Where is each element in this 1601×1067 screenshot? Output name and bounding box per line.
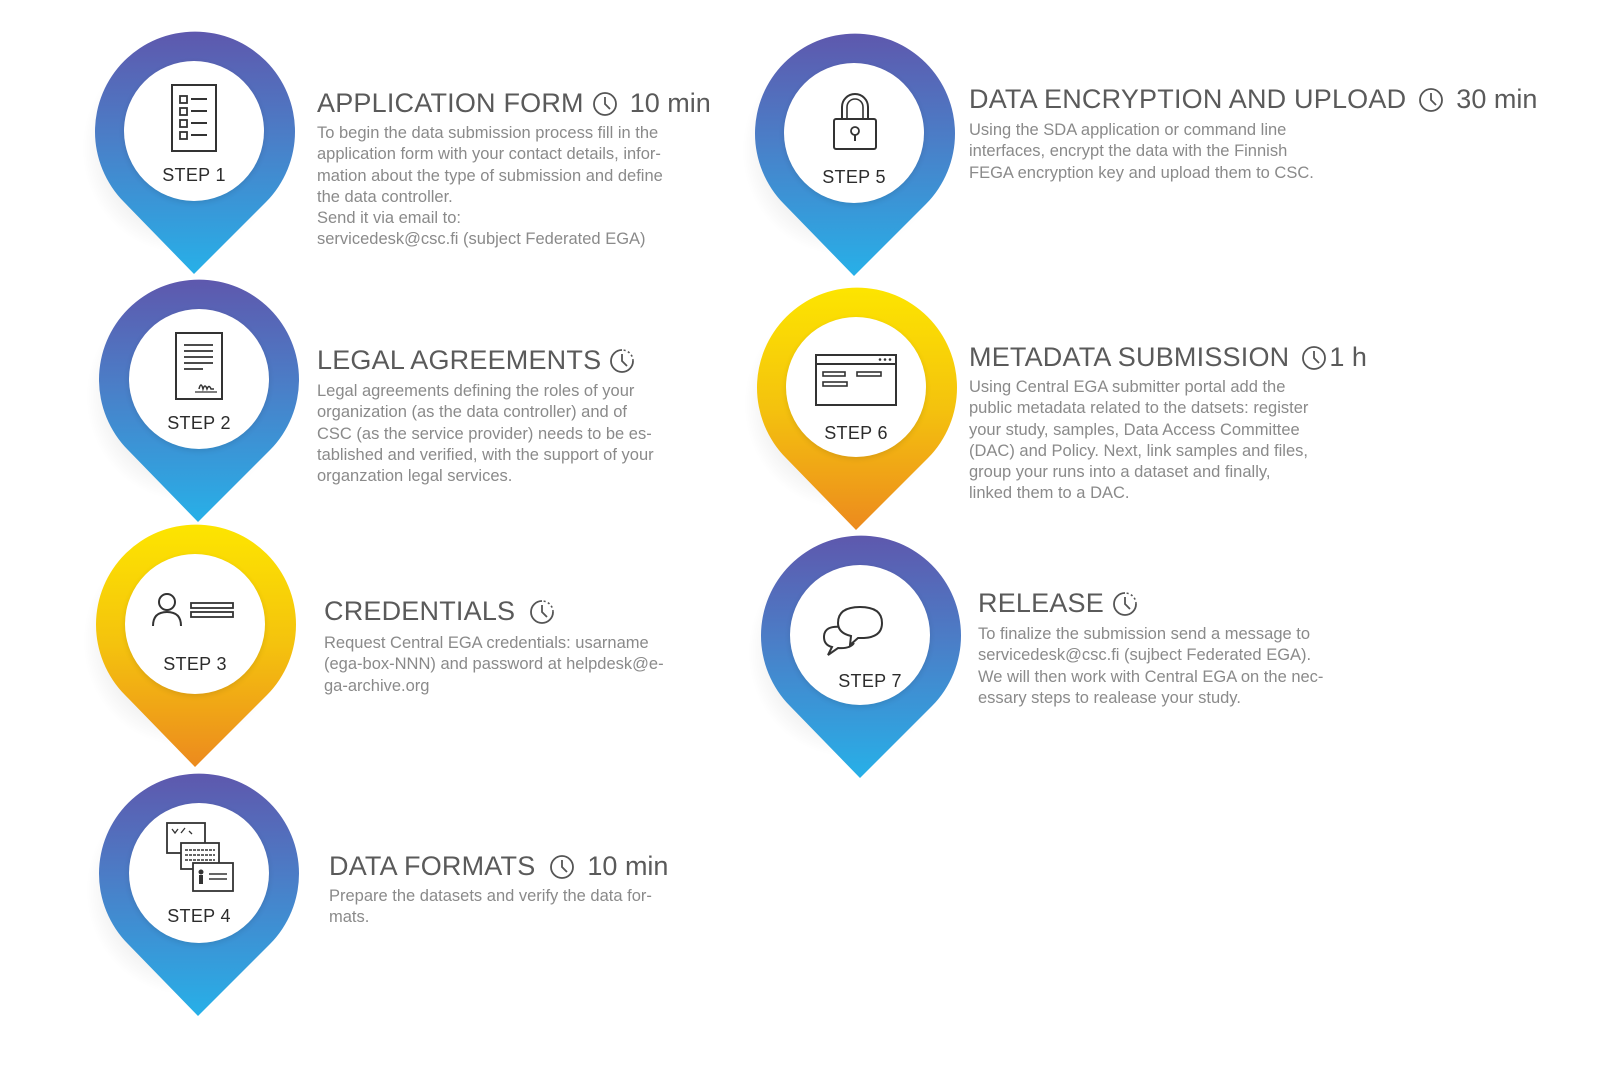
step-7-label: STEP 7 — [838, 671, 902, 691]
step-1-disc: STEP 1 — [124, 61, 264, 201]
step-6-line: linked them to a DAC. — [969, 484, 1130, 503]
step-1-description: To begin the data submission process fil… — [317, 123, 663, 251]
step-6-label: STEP 6 — [824, 423, 888, 443]
clock-icon — [1419, 87, 1444, 112]
step-2-line: organzation legal services. — [317, 467, 513, 486]
step-7-description: To finalize the submission send a messag… — [978, 624, 1323, 709]
user-credentials-icon — [152, 593, 234, 627]
step-7-disc: STEP 7 — [790, 565, 930, 705]
step-6-pin-marker: STEP 6 — [744, 284, 972, 554]
step-5-heading: DATA ENCRYPTION AND UPLOAD 30 min — [969, 84, 1537, 115]
clock-icon — [1113, 591, 1137, 616]
step-4-disc: STEP 4 — [129, 803, 269, 943]
step-5-description: Using the SDA application or command lin… — [969, 120, 1314, 184]
step-4-line: mats. — [329, 908, 370, 927]
step-4-title: DATA FORMATS — [329, 851, 536, 881]
step-5-title: DATA ENCRYPTION AND UPLOAD — [969, 84, 1407, 114]
step-1-line: mation about the type of submission and … — [317, 166, 663, 185]
step-1-line: To begin the data submission process fil… — [317, 124, 659, 142]
step-7-line: We will then work with Central EGA on th… — [978, 667, 1324, 686]
step-2-description: Legal agreements defining the roles of y… — [317, 381, 654, 487]
step-6-line: public metadata related to the datsets: … — [969, 399, 1309, 418]
step-2-line: CSC (as the service provider) needs to b… — [317, 424, 652, 443]
step-7-line: servicedesk@csc.fi (sujbect Federated EG… — [978, 646, 1312, 665]
step-1-line: the data controller. — [317, 187, 453, 206]
browser-window-icon — [815, 354, 897, 406]
step-2-pin-marker: STEP 2 — [86, 276, 314, 546]
step-7-pin-marker: STEP 7 — [748, 532, 976, 802]
step-7-line: essary steps to realease your study. — [978, 688, 1241, 707]
step-1-line: servicedesk@csc.fi (subject Federated EG… — [317, 230, 646, 249]
step-7-title: RELEASE — [978, 588, 1104, 618]
step-1-duration: 10 min — [629, 88, 711, 118]
step-2-line: Legal agreements defining the roles of y… — [317, 382, 635, 400]
step-4-description: Prepare the datasets and verify the data… — [329, 886, 652, 929]
chat-bubbles-icon — [822, 605, 884, 656]
step-1-line: Send it via email to: — [317, 209, 461, 228]
step-2-line: organization (as the data controller) an… — [317, 403, 628, 422]
step-2-disc: STEP 2 — [129, 309, 269, 449]
step-7-line: To finalize the submission send a messag… — [978, 625, 1311, 643]
step-3-heading: CREDENTIALS — [324, 596, 555, 627]
step-4-pin-marker: STEP 4 — [86, 770, 314, 1040]
clock-icon — [530, 599, 555, 624]
padlock-icon — [833, 93, 877, 150]
step-5-line: FEGA encryption key and upload them to C… — [969, 163, 1314, 182]
clock-icon — [592, 91, 617, 116]
step-2-heading: LEGAL AGREEMENTS — [317, 345, 635, 376]
step-3-pin-marker: STEP 3 — [83, 521, 311, 791]
step-5-disc: STEP 5 — [784, 63, 924, 203]
step-5-label: STEP 5 — [822, 167, 886, 187]
step-5-pin-marker: STEP 5 — [742, 30, 970, 300]
step-4-line: Prepare the datasets and verify the data… — [329, 887, 652, 905]
step-3-label: STEP 3 — [163, 654, 227, 674]
step-3-line: Request Central EGA credentials: usarnam… — [324, 634, 649, 652]
step-7-heading: RELEASE — [978, 588, 1138, 619]
step-2-title: LEGAL AGREEMENTS — [317, 345, 602, 375]
step-6-line: group your runs into a dataset and final… — [969, 463, 1271, 482]
step-6-line: Using Central EGA submitter portal add t… — [969, 378, 1286, 396]
step-1-pin-marker: STEP 1 — [82, 28, 310, 298]
step-3-description: Request Central EGA credentials: usarnam… — [324, 633, 664, 697]
signed-document-icon — [175, 332, 223, 400]
step-3-line: ga-archive.org — [324, 676, 430, 695]
step-1-label: STEP 1 — [162, 165, 226, 185]
step-3-disc: STEP 3 — [125, 554, 265, 694]
step-5-duration: 30 min — [1456, 84, 1538, 114]
step-6-line: your study, samples, Data Access Committ… — [969, 420, 1300, 439]
step-4-duration: 10 min — [587, 851, 669, 881]
step-6-disc: STEP 6 — [786, 317, 926, 457]
step-2-line: tablished and verified, with the support… — [317, 445, 654, 464]
step-2-label: STEP 2 — [167, 413, 231, 433]
step-5-line: interfaces, encrypt the data with the Fi… — [969, 142, 1288, 161]
clock-icon — [1302, 345, 1327, 370]
step-3-title: CREDENTIALS — [324, 596, 516, 626]
step-1-title: APPLICATION FORM — [317, 88, 584, 118]
step-6-duration: 1 h — [1329, 342, 1367, 372]
step-4-label: STEP 4 — [167, 906, 231, 926]
step-6-description: Using Central EGA submitter portal add t… — [969, 377, 1308, 505]
clock-icon — [550, 854, 575, 879]
checklist-form-icon — [171, 84, 217, 152]
step-6-line: (DAC) and Policy. Next, link samples and… — [969, 441, 1308, 460]
step-4-heading: DATA FORMATS 10 min — [329, 851, 668, 882]
step-1-heading: APPLICATION FORM 10 min — [317, 88, 711, 119]
step-6-title: METADATA SUBMISSION — [969, 342, 1290, 372]
step-6-heading: METADATA SUBMISSION 1 h — [969, 342, 1367, 373]
step-1-line: application form with your contact detai… — [317, 145, 661, 164]
data-files-icon — [166, 822, 234, 892]
step-3-line: (ega-box-NNN) and password at helpdesk@e… — [324, 655, 664, 674]
step-5-line: Using the SDA application or command lin… — [969, 121, 1287, 139]
clock-icon — [610, 348, 635, 373]
